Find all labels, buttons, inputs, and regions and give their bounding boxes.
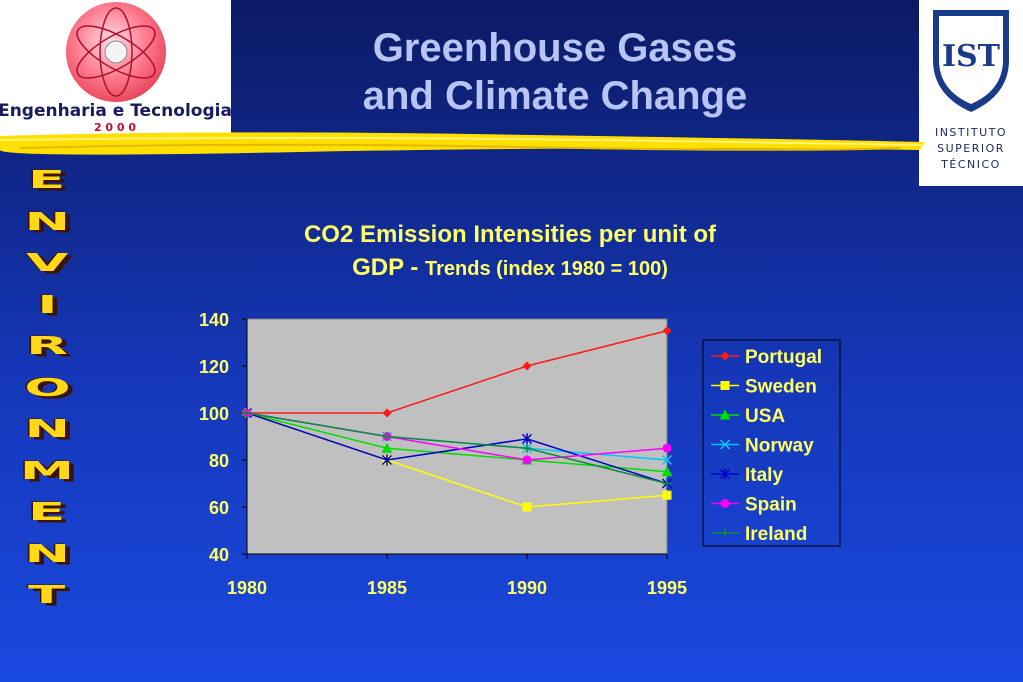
- side-letter: T: [28, 580, 66, 610]
- legend-marker-ireland: [720, 528, 730, 538]
- data-point-ireland: [242, 408, 252, 418]
- logo-text: Engenharia e Tecnologia: [0, 101, 231, 121]
- data-point-spain: [662, 443, 672, 453]
- legend-label-ireland: Ireland: [745, 524, 807, 545]
- y-tick-label: 100: [199, 404, 229, 424]
- legend-box: [702, 339, 841, 547]
- ist-line-2: SUPERIOR: [937, 142, 1005, 155]
- data-point-usa: [661, 466, 673, 477]
- slide-title: Greenhouse Gases and Climate Change: [270, 24, 840, 120]
- brush-divider: [0, 132, 925, 155]
- x-tick-label: 1995: [647, 578, 687, 598]
- ist-line-3: TÉCNICO: [940, 158, 1001, 171]
- chart-title-prefix: GDP -: [352, 254, 425, 281]
- legend-label-italy: Italy: [745, 465, 783, 486]
- environment-vertical-text: E N V I R O N M E N T: [14, 160, 80, 617]
- chart-title-suffix: Trends (index 1980 = 100): [425, 258, 668, 280]
- x-tick-label: 1980: [227, 578, 267, 598]
- data-point-sweden: [522, 502, 532, 512]
- chart-title-line-1: CO2 Emission Intensities per unit of: [303, 221, 717, 248]
- chart-title: CO2 Emission Intensities per unit of GDP…: [240, 218, 780, 286]
- ist-shield-icon: IST INSTITUTO SUPERIOR TÉCNICO: [933, 10, 1009, 171]
- side-letter: N: [24, 207, 70, 237]
- plot-area: [246, 318, 668, 555]
- logo-year: 2 0 0 0: [94, 121, 136, 134]
- chart-title-line-2: GDP - Trends (index 1980 = 100): [240, 251, 780, 286]
- data-point-italy: [521, 433, 533, 445]
- side-letter: R: [26, 331, 68, 361]
- data-point-portugal: [522, 361, 532, 371]
- engenharia-tecnologia-logo: Engenharia e Tecnologia 2 0 0 0: [0, 0, 232, 137]
- y-tick-label: 140: [199, 310, 229, 330]
- data-point-usa: [381, 442, 393, 453]
- ist-mark: IST: [942, 39, 1001, 74]
- side-letter: E: [28, 165, 66, 195]
- data-point-norway: [661, 454, 673, 466]
- y-tick-label: 80: [209, 451, 229, 471]
- legend-marker-italy: [719, 468, 731, 480]
- side-letter: N: [24, 539, 70, 569]
- y-tick-label: 120: [199, 357, 229, 377]
- side-letter: E: [28, 497, 66, 527]
- x-tick-label: 1990: [507, 578, 547, 598]
- legend-label-sweden: Sweden: [745, 377, 817, 398]
- atom-logo-icon: Engenharia e Tecnologia 2 0 0 0: [0, 2, 232, 134]
- legend-marker-sweden: [720, 381, 730, 390]
- legend-marker-norway: [719, 439, 731, 450]
- slide-title-line-1: Greenhouse Gases: [372, 26, 738, 70]
- data-point-portugal: [662, 326, 672, 336]
- side-letter: M: [19, 456, 75, 486]
- series-line-italy: [246, 412, 668, 485]
- data-point-italy: [381, 454, 393, 466]
- side-letter: V: [25, 248, 69, 278]
- legend-label-spain: Spain: [745, 495, 797, 516]
- data-point-ireland: [522, 443, 532, 453]
- legend-marker-spain: [720, 499, 730, 508]
- data-point-sweden: [662, 490, 672, 500]
- series-line-ireland: [246, 412, 668, 485]
- side-letter: O: [23, 373, 71, 403]
- data-point-spain: [522, 455, 532, 465]
- slide-title-line-2: and Climate Change: [362, 74, 748, 118]
- ist-logo: IST INSTITUTO SUPERIOR TÉCNICO: [919, 0, 1023, 186]
- y-tick-label: 40: [209, 545, 229, 565]
- legend-label-portugal: Portugal: [745, 347, 822, 368]
- series-line-portugal: [247, 330, 668, 414]
- legend-label-usa: USA: [745, 406, 785, 427]
- side-letter: I: [36, 290, 58, 320]
- data-point-ireland: [382, 432, 392, 441]
- x-tick-label: 1985: [367, 578, 407, 598]
- legend-label-norway: Norway: [745, 436, 814, 457]
- ist-line-1: INSTITUTO: [935, 126, 1007, 139]
- data-point-portugal: [382, 408, 392, 418]
- side-letter: N: [24, 414, 70, 444]
- data-point-ireland: [662, 479, 672, 488]
- y-tick-label: 60: [209, 498, 229, 518]
- legend-marker-usa: [719, 409, 731, 420]
- legend-marker-portugal: [720, 351, 730, 361]
